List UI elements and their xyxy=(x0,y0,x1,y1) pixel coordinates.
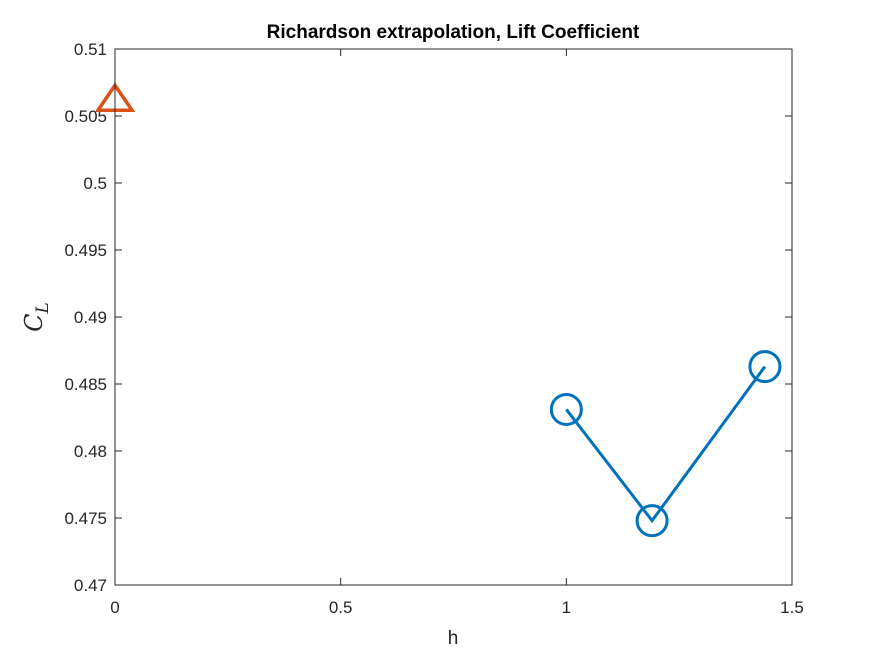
tick-layer: 0 0.5 1 1.50.470.4750.480.4850.490.4950.50.… xyxy=(64,40,803,617)
y-tick-label: 0.51 xyxy=(74,40,107,59)
y-tick-label: 0.5 xyxy=(83,174,107,193)
series-1-line xyxy=(565,365,767,524)
data-point-circle xyxy=(549,392,583,426)
chart-title: Richardson extrapolation, Lift Coefficie… xyxy=(267,22,640,43)
y-tick-label: 0.485 xyxy=(64,375,107,394)
x-tick-label: 0.5 xyxy=(329,598,353,617)
data-point-circle xyxy=(635,504,669,538)
axes-box xyxy=(114,48,793,586)
axes-background xyxy=(115,49,792,585)
x-axis-label: h xyxy=(448,628,459,649)
y-tick-label: 0.495 xyxy=(64,241,107,260)
x-tick-label: 0 xyxy=(110,598,119,617)
y-tick-label: 0.48 xyxy=(74,442,107,461)
x-tick-label: 1 xyxy=(562,598,571,617)
x-tick-label: 1.5 xyxy=(780,598,804,617)
y-tick-label: 0.49 xyxy=(74,308,107,327)
y-axis-label-sub: L xyxy=(33,302,53,314)
y-axis-label-main: C xyxy=(20,313,48,331)
y-tick-label: 0.475 xyxy=(64,509,107,528)
y-tick-label: 0.47 xyxy=(74,576,107,595)
data-point-circle xyxy=(748,350,782,384)
y-axis-label: CL xyxy=(20,302,53,332)
